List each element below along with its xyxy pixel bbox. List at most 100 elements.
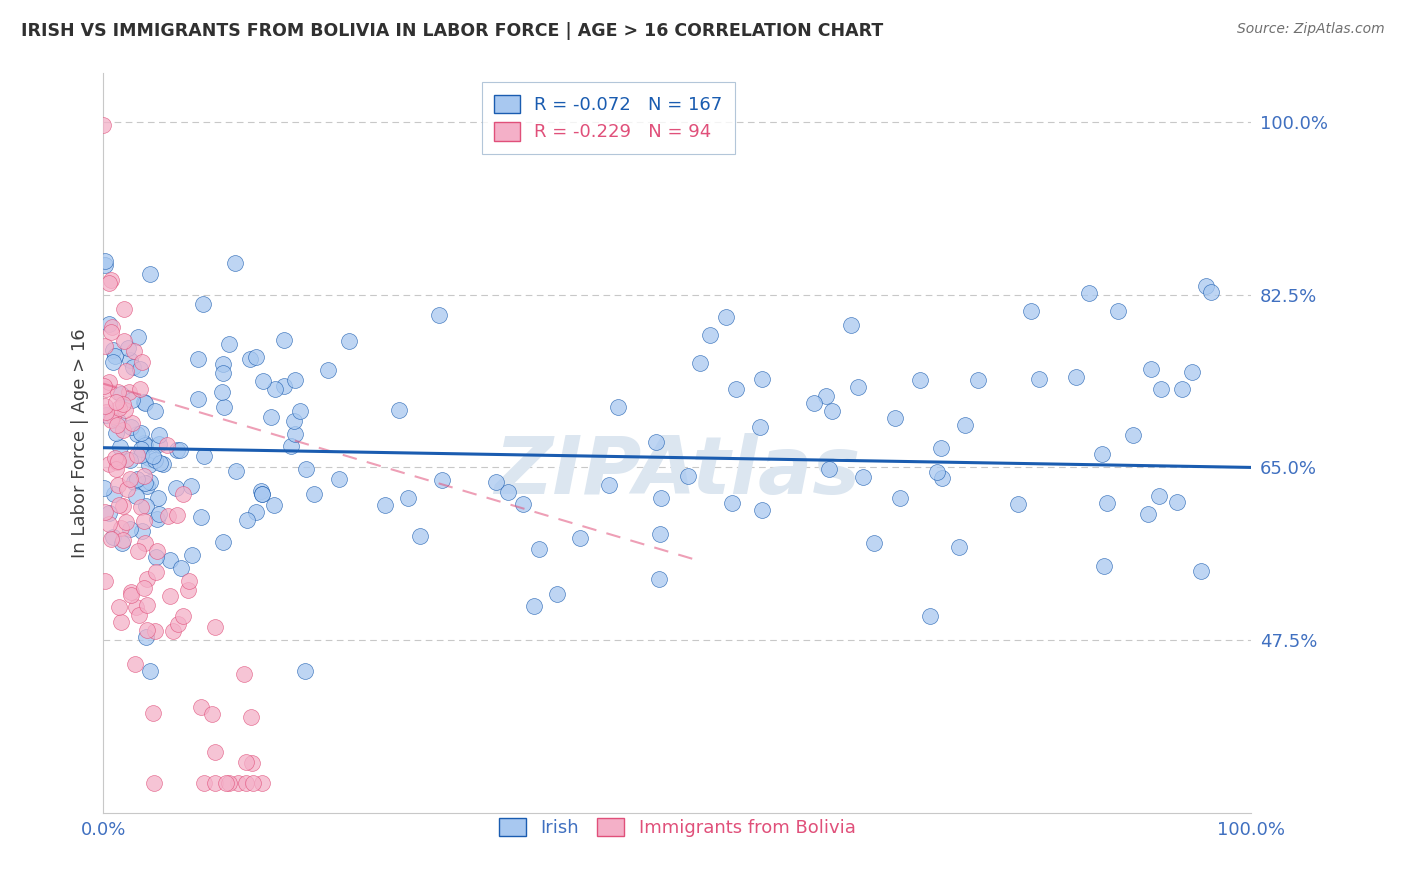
Point — [427, 308, 450, 322]
Point — [112, 334, 135, 349]
Point — [129, 500, 152, 514]
Point — [115, 483, 138, 497]
Point — [124, 344, 146, 359]
Point — [142, 776, 165, 790]
Point — [138, 458, 160, 472]
Point — [101, 355, 124, 369]
Point — [1139, 362, 1161, 376]
Point — [249, 483, 271, 498]
Point — [98, 317, 121, 331]
Point — [118, 353, 141, 368]
Point — [129, 362, 152, 376]
Point — [337, 334, 360, 349]
Point — [955, 417, 977, 432]
Point — [115, 364, 138, 378]
Point — [97, 506, 120, 520]
Point — [607, 401, 630, 415]
Point — [97, 458, 120, 472]
Point — [157, 508, 180, 523]
Point — [233, 666, 256, 681]
Point — [374, 498, 396, 512]
Point — [112, 301, 135, 316]
Point — [149, 456, 172, 470]
Point — [143, 624, 166, 639]
Point — [107, 401, 129, 415]
Point — [132, 469, 155, 483]
Point — [112, 499, 135, 513]
Point — [1122, 427, 1144, 442]
Point — [94, 399, 117, 413]
Point — [748, 420, 770, 434]
Point — [1149, 489, 1171, 503]
Point — [142, 449, 165, 463]
Point — [142, 706, 165, 720]
Point — [104, 426, 127, 441]
Point — [803, 396, 825, 410]
Point — [162, 624, 184, 639]
Point — [122, 359, 145, 374]
Point — [165, 481, 187, 495]
Point — [387, 402, 409, 417]
Point — [224, 256, 246, 270]
Point — [100, 532, 122, 546]
Point — [1107, 303, 1129, 318]
Point — [239, 352, 262, 367]
Point — [180, 548, 202, 562]
Point — [1095, 495, 1118, 509]
Point — [159, 553, 181, 567]
Point — [204, 620, 226, 634]
Point — [96, 382, 118, 396]
Point — [93, 118, 115, 132]
Point — [134, 396, 156, 410]
Point — [236, 513, 259, 527]
Point — [273, 379, 295, 393]
Point — [929, 441, 952, 455]
Point — [283, 427, 305, 442]
Point — [166, 442, 188, 457]
Point — [127, 472, 149, 486]
Point — [920, 608, 942, 623]
Point — [280, 440, 302, 454]
Point — [134, 475, 156, 490]
Point — [155, 438, 177, 452]
Point — [1171, 382, 1194, 396]
Point — [598, 478, 620, 492]
Point — [409, 529, 432, 543]
Point — [218, 337, 240, 351]
Point — [226, 776, 249, 790]
Point — [817, 462, 839, 476]
Point — [650, 491, 672, 505]
Point — [1189, 564, 1212, 578]
Point — [125, 489, 148, 503]
Point — [94, 339, 117, 353]
Point — [118, 522, 141, 536]
Point — [136, 479, 159, 493]
Point — [135, 630, 157, 644]
Point — [546, 587, 568, 601]
Point — [225, 464, 247, 478]
Point — [1007, 497, 1029, 511]
Point — [187, 392, 209, 406]
Point — [93, 481, 115, 495]
Point — [125, 448, 148, 462]
Point — [496, 484, 519, 499]
Point — [846, 379, 869, 393]
Point — [815, 389, 838, 403]
Point — [948, 540, 970, 554]
Point — [136, 598, 159, 612]
Point — [127, 330, 149, 344]
Point — [751, 371, 773, 385]
Point — [134, 438, 156, 452]
Point — [260, 409, 283, 424]
Point — [1064, 370, 1087, 384]
Point — [699, 327, 721, 342]
Point — [245, 350, 267, 364]
Point — [138, 475, 160, 490]
Point — [145, 512, 167, 526]
Point — [211, 385, 233, 400]
Point — [94, 408, 117, 422]
Point — [908, 373, 931, 387]
Point — [145, 549, 167, 564]
Point — [127, 427, 149, 442]
Point — [166, 508, 188, 522]
